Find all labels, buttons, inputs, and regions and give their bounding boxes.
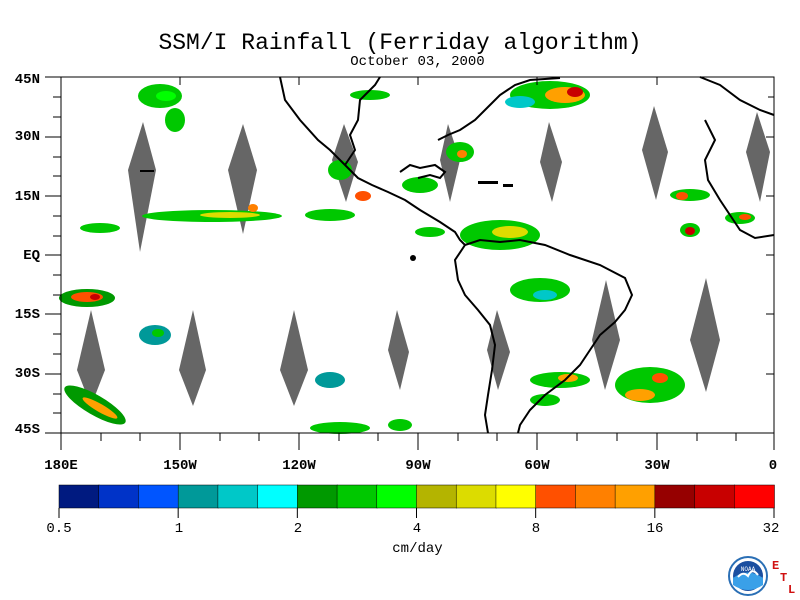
colorbar-swatch <box>98 484 140 509</box>
colorbar-tick-label: 2 <box>293 521 303 537</box>
map-subtitle: October 03, 2000 <box>350 54 485 70</box>
rainfall-patches <box>59 81 755 434</box>
lat-label-eq: EQ <box>23 248 40 264</box>
island-marks <box>140 170 513 261</box>
colorbar-tick-label: 8 <box>531 521 541 537</box>
etl-logo-letter: L <box>788 583 795 597</box>
axis-ticks <box>45 76 775 450</box>
colorbar-swatch <box>416 484 457 509</box>
lon-label-180e: 180E <box>44 458 78 474</box>
colorbar-tick-label: 0.5 <box>46 521 72 537</box>
colorbar-tick-label: 1 <box>174 521 184 537</box>
lon-label-0: 0 <box>768 458 778 474</box>
coastlines <box>279 76 775 434</box>
etl-logo-letter: E <box>772 559 779 573</box>
lat-label-30s: 30S <box>14 366 40 382</box>
colorbar-units: cm/day <box>392 541 443 557</box>
colorbar-swatch <box>455 484 497 509</box>
map-title: SSM/I Rainfall (Ferriday algorithm) <box>158 30 642 56</box>
colorbar-swatch <box>734 484 775 509</box>
colorbar-swatch <box>138 484 179 509</box>
lon-label-60w: 60W <box>524 458 550 474</box>
noaa-logo-text: NOAA <box>741 566 756 573</box>
lat-label-15s: 15S <box>14 307 40 323</box>
lat-label-30n: 30N <box>14 129 40 145</box>
colorbar-swatch <box>495 484 537 509</box>
colorbar-tick-label: 16 <box>646 521 664 537</box>
lat-label-45s: 45S <box>14 422 40 438</box>
colorbar-tick-label: 32 <box>762 521 780 537</box>
colorbar-swatch <box>177 484 219 509</box>
noaa-logo: NOAA E T L <box>728 556 795 597</box>
etl-logo-letter: T <box>780 571 787 585</box>
colorbar-swatch <box>217 484 259 509</box>
colorbar-swatch <box>575 484 616 509</box>
colorbar-swatch <box>654 484 696 509</box>
lon-label-90w: 90W <box>405 458 431 474</box>
colorbar-swatch <box>614 484 656 509</box>
colorbar-swatch <box>694 484 736 509</box>
colorbar-swatch <box>535 484 577 509</box>
colorbar-swatch <box>297 484 338 509</box>
colorbar <box>58 484 775 518</box>
lon-label-150w: 150W <box>163 458 197 474</box>
lon-label-30w: 30W <box>644 458 670 474</box>
colorbar-swatch <box>58 484 100 509</box>
lon-label-120w: 120W <box>282 458 316 474</box>
lat-label-15n: 15N <box>14 189 40 205</box>
rainfall-map <box>45 76 775 450</box>
colorbar-swatch <box>257 484 299 509</box>
colorbar-tick-label: 4 <box>412 521 422 537</box>
lat-label-45n: 45N <box>14 72 40 88</box>
colorbar-swatch <box>376 484 418 509</box>
colorbar-swatch <box>336 484 378 509</box>
